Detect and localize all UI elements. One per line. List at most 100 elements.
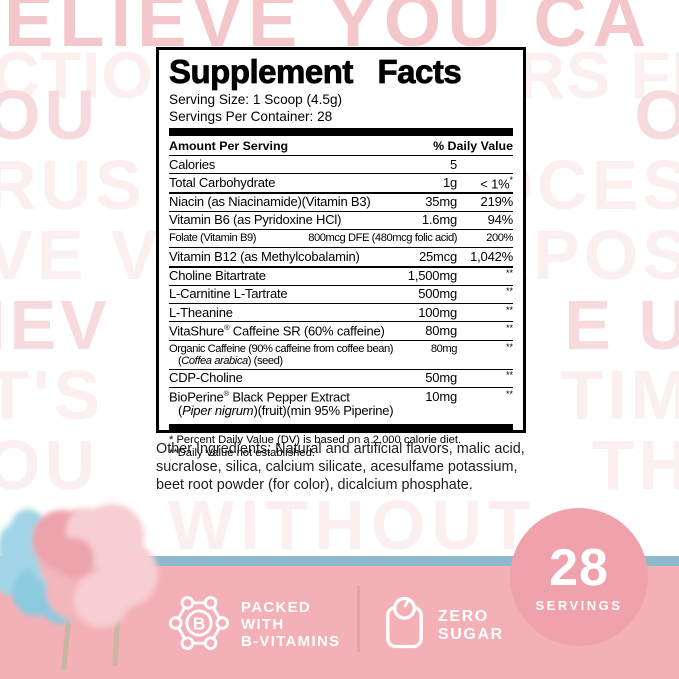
- footnotes: * Percent Daily Value (DV) is based on a…: [169, 432, 513, 460]
- watermark-row: OU TH: [0, 430, 679, 500]
- ingredient-name: Niacin (as Niacinamide)(Vitamin B3): [169, 194, 371, 210]
- other-ingredients-text: Other Ingredients: Natural and artificia…: [156, 441, 525, 494]
- watermark-fragment: VE V: [0, 216, 162, 294]
- badge-line: B-VITAMINS: [241, 632, 341, 650]
- table-row: BioPerine® Black Pepper Extract (Piper ni…: [169, 387, 513, 420]
- supplement-facts-title: Supplement Facts: [169, 53, 463, 90]
- watermark-fragment: OU: [0, 76, 99, 154]
- table-row: Choline Bitartrate 1,500mg **: [169, 268, 513, 285]
- ingredient-daily-value: 1,042%: [470, 248, 513, 264]
- ingredient-name: Organic Caffeine (90% caffeine from coff…: [169, 342, 394, 367]
- table-row: Organic Caffeine (90% caffeine from coff…: [169, 340, 513, 369]
- table-section: Choline Bitartrate 1,500mg ** L-Carnitine L…: [169, 265, 513, 420]
- ingredient-amount: 25mcg: [418, 248, 457, 264]
- servings-label: SERVINGS: [535, 597, 623, 613]
- ingredient-daily-value: **: [505, 322, 513, 333]
- watermark-row: OU O: [0, 80, 679, 150]
- table-section: Calories 5 Total Carbohydrate 1g < 1%*: [169, 156, 513, 192]
- servings-count: 28: [549, 538, 609, 597]
- table-row: Vitamin B12 (as Methylcobalamin) 25mcg 1,0…: [169, 247, 513, 265]
- table-row: Vitamin B6 (as Pyridoxine HCl) 1.6mg 94%: [169, 210, 514, 229]
- b-vitamins-badge: B PACKED WITH B-VITAMINS: [168, 592, 340, 659]
- ingredient-daily-value: 200%: [486, 231, 513, 244]
- ingredient-name: Choline Bitartrate: [169, 268, 266, 284]
- cotton-candy-image: [0, 494, 190, 679]
- badge-line: ZERO: [438, 607, 489, 625]
- watermark-fragment: RUS: [0, 146, 146, 224]
- table-row: Total Carbohydrate 1g < 1%*: [169, 173, 513, 191]
- ingredient-amount: 1g: [442, 174, 457, 190]
- table-row: L-Carnitine L-Tartrate 500mg **: [169, 284, 513, 303]
- ingredient-amount: 80mg: [430, 342, 458, 355]
- table-row: VitaShure® Caffeine SR (60% caffeine) 80m…: [169, 321, 513, 340]
- watermark-fragment: E U: [564, 286, 679, 364]
- ingredient-daily-value: **: [505, 341, 513, 352]
- zero-sugar-badge-text: ZERO SUGAR: [438, 608, 504, 644]
- watermark-fragment: TIM: [560, 356, 679, 434]
- ingredient-daily-value: 94%: [487, 212, 514, 228]
- ingredient-daily-value: < 1%*: [480, 174, 513, 192]
- servings-per-container: Servings Per Container: 28: [169, 108, 333, 124]
- ingredient-daily-value: 219%: [480, 194, 514, 210]
- daily-value-header: % Daily Value: [433, 139, 513, 154]
- footnote-not-established: **Daily Value not established.: [169, 447, 315, 460]
- ingredient-daily-value: **: [505, 268, 513, 279]
- watermark-row: IEVE U: [0, 290, 679, 360]
- ingredient-amount: 1.6mg: [421, 212, 457, 228]
- ingredient-name: Calories: [169, 156, 216, 172]
- watermark-fragment: IEV: [0, 286, 111, 364]
- blue-stripe: [0, 556, 679, 566]
- zero-sugar-badge: ZERO SUGAR: [381, 593, 504, 658]
- ingredient-daily-value: **: [505, 286, 513, 297]
- amount-per-serving-header: Amount Per Serving: [169, 139, 289, 154]
- badge-line: SUGAR: [438, 625, 504, 643]
- ingredient-name: L-Carnitine L-Tartrate: [169, 286, 288, 302]
- servings-badge: 28 SERVINGS: [510, 508, 648, 646]
- ingredient-amount: 500mg: [418, 286, 457, 302]
- supplement-facts-panel: Supplement Facts Serving Size: 1 Scoop (…: [156, 47, 526, 459]
- ingredient-name: Vitamin B12 (as Methylcobalamin): [169, 248, 360, 264]
- watermark-row: T'S TIM: [0, 360, 679, 430]
- divider-bar: [169, 423, 513, 432]
- ingredient-amount: 5: [449, 156, 457, 172]
- ingredient-amount: 10mg: [425, 388, 457, 404]
- ingredient-daily-value: **: [505, 370, 513, 381]
- table-row: CDP-Choline 50mg **: [169, 368, 513, 387]
- watermark-fragment: OU: [0, 426, 99, 504]
- watermark-line: WITHOUT: [168, 486, 537, 564]
- ingredient-amount: 35mg: [425, 194, 457, 210]
- ingredient-amount: 80mg: [425, 322, 457, 338]
- watermark-row: RUS OCES: [0, 150, 679, 220]
- ingredient-amount: 800mcg DFE (480mcg folic acid): [308, 231, 457, 244]
- footnote-dv: * Percent Daily Value (DV) is based on a…: [169, 433, 462, 446]
- table-row: Niacin (as Niacinamide)(Vitamin B3) 35mg 2…: [169, 194, 513, 211]
- ingredient-name: Vitamin B6 (as Pyridoxine HCl): [169, 212, 342, 228]
- ingredient-daily-value: **: [505, 388, 513, 399]
- watermark-fragment: T'S: [0, 356, 105, 434]
- ingredient-name: BioPerine® Black Pepper Extract (Piper ni…: [169, 388, 394, 419]
- table-row: Calories 5: [169, 156, 513, 173]
- table-section: Niacin (as Niacinamide)(Vitamin B3) 35mg 2…: [169, 191, 514, 266]
- scale-icon: [381, 593, 428, 658]
- nutrition-table: Calories 5 Total Carbohydrate 1g < 1%* Niacin…: [169, 156, 513, 420]
- badge-divider: [357, 586, 360, 652]
- table-row: Folate (Vitamin B9) 800mcg DFE (480mcg fo…: [169, 229, 513, 247]
- b-letter: B: [193, 613, 206, 633]
- serving-size: Serving Size: 1 Scoop (4.5g): [169, 91, 343, 107]
- ingredient-name: VitaShure® Caffeine SR (60% caffeine): [169, 322, 385, 339]
- ingredient-amount: 100mg: [418, 304, 457, 320]
- watermark-fragment: O: [634, 76, 679, 154]
- ingredient-name: CDP-Choline: [169, 370, 243, 386]
- divider-bar: [169, 128, 513, 137]
- badge-line: WITH: [241, 616, 285, 634]
- table-header: Amount Per Serving % Daily Value: [169, 136, 513, 157]
- ingredient-name: L-Theanine: [169, 304, 233, 320]
- ingredient-amount: 50mg: [425, 370, 457, 386]
- b-molecule-icon: B: [168, 592, 230, 659]
- ingredient-name: Total Carbohydrate: [169, 174, 276, 190]
- table-row: L-Theanine 100mg **: [169, 303, 513, 321]
- ingredient-amount: 1,500mg: [407, 268, 457, 284]
- ingredient-name: Folate (Vitamin B9): [169, 231, 256, 244]
